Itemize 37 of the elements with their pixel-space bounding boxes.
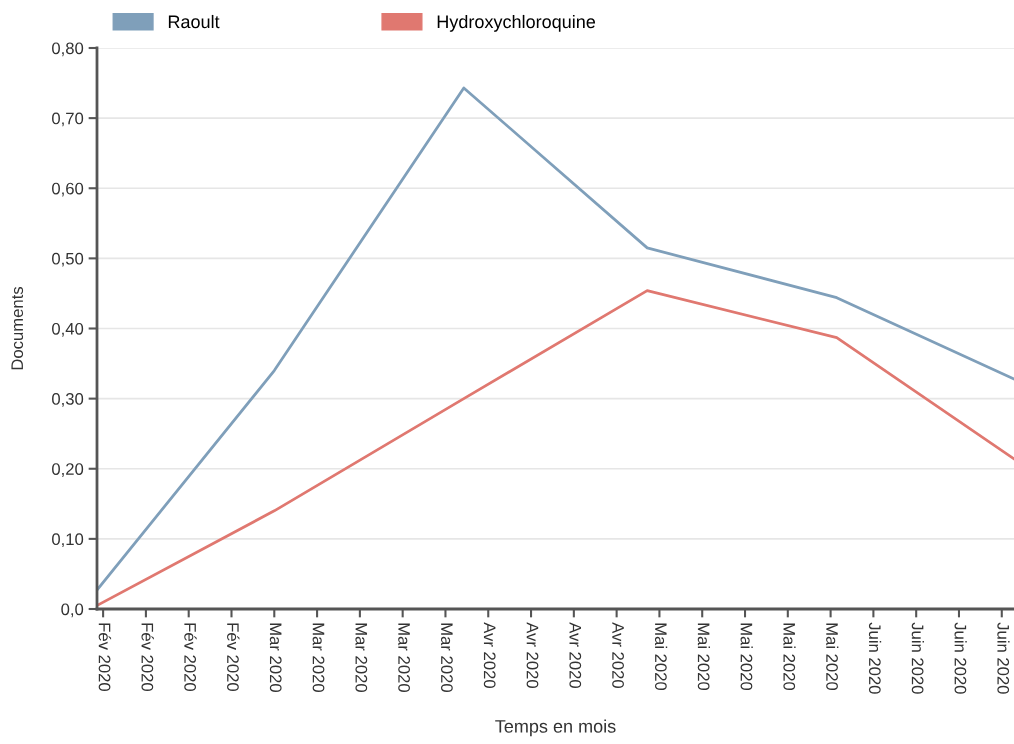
x-axis-title: Temps en mois	[495, 719, 616, 737]
y-tick-label: 0,50	[52, 252, 84, 267]
y-axis-title: Documents	[11, 286, 24, 370]
x-tick-label: Juin 2020	[997, 622, 1010, 694]
y-tick-label: 0,70	[52, 112, 84, 127]
y-tick-label: 0,10	[52, 533, 84, 548]
y-tick-label: 0,20	[52, 463, 84, 477]
y-tick-label: 0,60	[52, 182, 84, 197]
x-tick-label: Mar 2020	[312, 623, 325, 692]
x-tick-label: Fév 2020	[141, 623, 154, 692]
y-tick-label: 0,0	[61, 603, 84, 618]
x-tick-label: Mar 2020	[398, 623, 410, 692]
x-tick-label: Avr 2020	[569, 622, 582, 688]
x-tick-label: Mar 2020	[269, 623, 282, 692]
x-tick-label: Juin 2020	[911, 622, 924, 694]
x-tick-label: Mai 2020	[783, 623, 796, 691]
x-tick-label: Mar 2020	[355, 623, 368, 692]
x-tick-label: Fév 2020	[227, 623, 240, 692]
y-tick-label: 0,80	[52, 42, 84, 57]
x-tick-label: Avr 2020	[612, 622, 624, 688]
x-tick-label: Mai 2020	[697, 623, 710, 691]
x-tick-label: Mai 2020	[654, 623, 668, 691]
x-tick-label: Mai 2020	[826, 623, 839, 691]
line-series	[97, 86, 1014, 592]
x-tick-label: Mai 2020	[740, 623, 753, 691]
x-tick-label: Avr 2020	[483, 622, 496, 688]
x-tick-label: Juin 2020	[954, 622, 967, 694]
x-tick-label: Fév 2020	[184, 623, 197, 692]
x-tick-label: Juin 2020	[868, 622, 882, 694]
y-tick-label: 0,40	[52, 322, 84, 337]
legend-label: Hydroxychloroquine	[437, 14, 596, 32]
x-tick-label: Mar 2020	[440, 623, 453, 692]
legend-label: Raoult	[168, 14, 220, 29]
y-tick-label: 0,30	[52, 393, 84, 407]
x-tick-label: Avr 2020	[526, 622, 539, 688]
x-tick-label: Fév 2020	[98, 623, 112, 692]
line-series	[97, 289, 1014, 607]
